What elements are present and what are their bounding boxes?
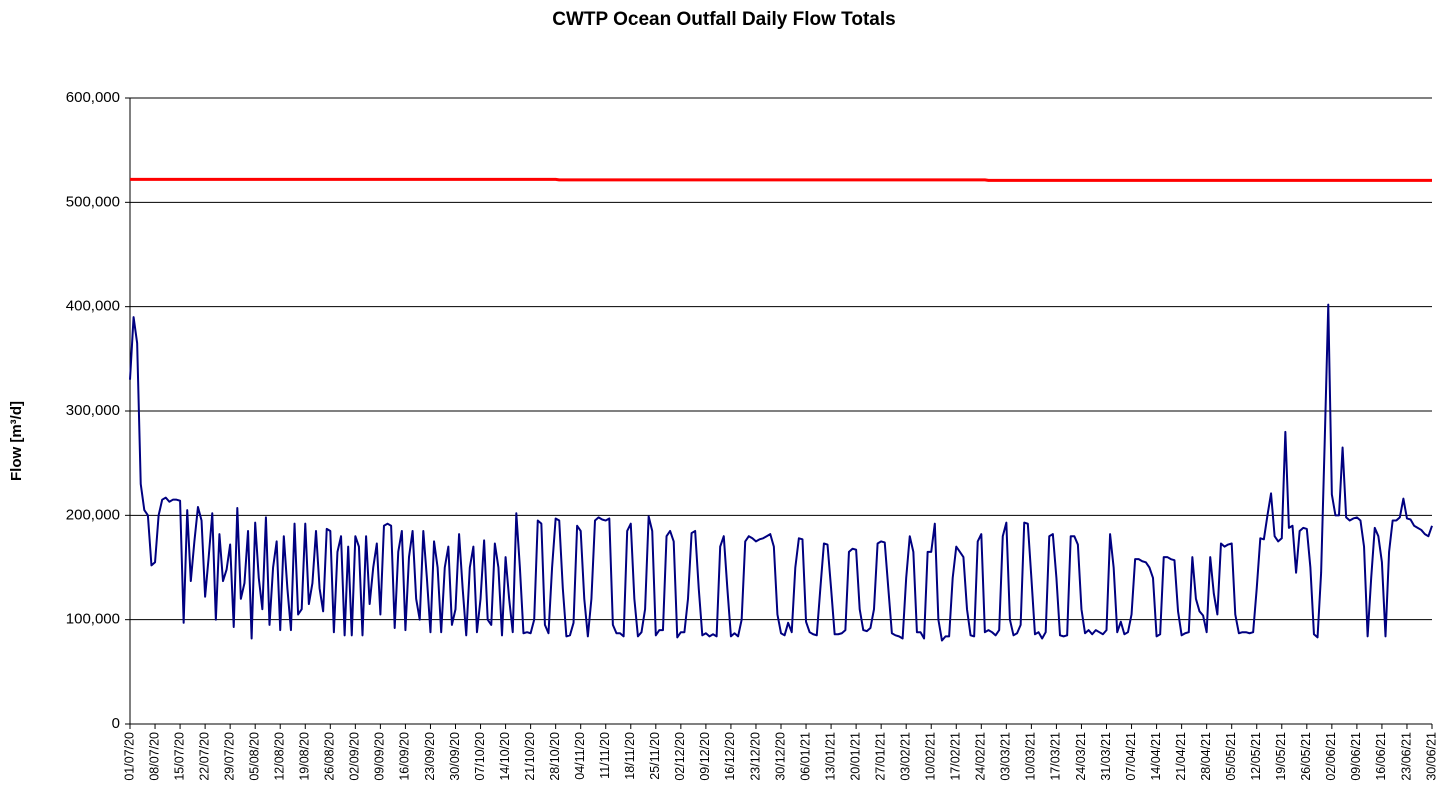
data-line: [129, 303, 1433, 642]
x-tick-label: 25/11/20: [648, 732, 662, 780]
x-tick-label: 11/11/20: [598, 732, 612, 779]
x-tick-label: 21/04/21: [1174, 732, 1188, 781]
x-tick-label: 26/08/20: [323, 732, 337, 781]
x-tick-label: 23/12/20: [748, 732, 762, 781]
x-tick-label: 15/07/20: [172, 732, 186, 781]
x-tick-label: 09/12/20: [698, 732, 712, 781]
x-tick-label: 30/06/21: [1424, 732, 1438, 781]
x-tick-label: 12/05/21: [1249, 732, 1263, 781]
x-tick-label: 24/02/21: [974, 732, 988, 781]
x-tick-label: 19/08/20: [298, 732, 312, 781]
x-tick-label: 31/03/21: [1099, 732, 1113, 781]
data-line: [130, 177, 1432, 182]
x-tick-label: 26/05/21: [1299, 732, 1313, 781]
x-tick-label: 02/09/20: [348, 732, 362, 781]
x-tick-label: 30/12/20: [773, 732, 787, 781]
x-tick-label: 03/03/21: [999, 732, 1013, 781]
x-tick-label: 16/09/20: [398, 732, 412, 781]
x-tick-label: 24/03/21: [1074, 732, 1088, 781]
x-tick-label: 28/04/21: [1199, 732, 1213, 781]
x-tick-label: 09/06/21: [1349, 732, 1363, 781]
x-tick-label: 23/09/20: [423, 732, 437, 781]
x-tick-label: 07/10/20: [473, 732, 487, 781]
y-axis-label: Flow [m³/d]: [8, 401, 25, 481]
x-tick-label: 14/04/21: [1149, 732, 1163, 781]
x-tick-label: 23/06/21: [1399, 732, 1413, 781]
x-tick-label: 16/12/20: [723, 732, 737, 781]
x-tick-label: 02/12/20: [673, 732, 687, 781]
x-tick-label: 18/11/20: [623, 732, 637, 780]
x-tick-label: 06/01/21: [798, 732, 812, 781]
x-tick-label: 07/04/21: [1124, 732, 1138, 781]
x-tick-label: 29/07/20: [222, 732, 236, 781]
x-tick-label: 20/01/21: [848, 732, 862, 781]
x-tick-label: 01/07/20: [122, 732, 136, 781]
x-tick-label: 03/02/21: [898, 732, 912, 781]
x-tick-label: 22/07/20: [197, 732, 211, 781]
x-tick-label: 10/03/21: [1024, 732, 1038, 781]
chart-title: CWTP Ocean Outfall Daily Flow Totals: [552, 9, 895, 30]
x-tick-label: 19/05/21: [1274, 732, 1288, 781]
x-tick-label: 04/11/20: [573, 732, 587, 780]
y-tick-label: 200,000: [66, 506, 120, 523]
x-tick-label: 08/07/20: [147, 732, 161, 781]
x-tick-label: 30/09/20: [448, 732, 462, 781]
x-tick-label: 28/10/20: [548, 732, 562, 781]
y-tick-label: 100,000: [66, 611, 120, 628]
x-tick-label: 10/02/21: [924, 732, 938, 781]
y-tick-label: 500,000: [66, 193, 120, 210]
x-tick-label: 17/03/21: [1049, 732, 1063, 781]
y-tick-label: 400,000: [66, 298, 120, 315]
y-tick-label: 600,000: [66, 89, 120, 106]
y-tick-label: 300,000: [66, 402, 120, 419]
x-tick-label: 13/01/21: [823, 732, 837, 781]
x-tick-label: 21/10/20: [523, 732, 537, 781]
x-tick-label: 05/05/21: [1224, 732, 1238, 781]
x-tick-label: 27/01/21: [873, 732, 887, 781]
x-tick-label: 05/08/20: [247, 732, 261, 781]
y-tick-label: 0: [112, 715, 120, 732]
x-tick-label: 09/09/20: [373, 732, 387, 781]
x-tick-label: 16/06/21: [1374, 732, 1388, 781]
x-tick-label: 12/08/20: [273, 732, 287, 781]
x-tick-label: 17/02/21: [949, 732, 963, 781]
x-tick-label: 14/10/20: [498, 732, 512, 781]
x-tick-label: 02/06/21: [1324, 732, 1338, 781]
